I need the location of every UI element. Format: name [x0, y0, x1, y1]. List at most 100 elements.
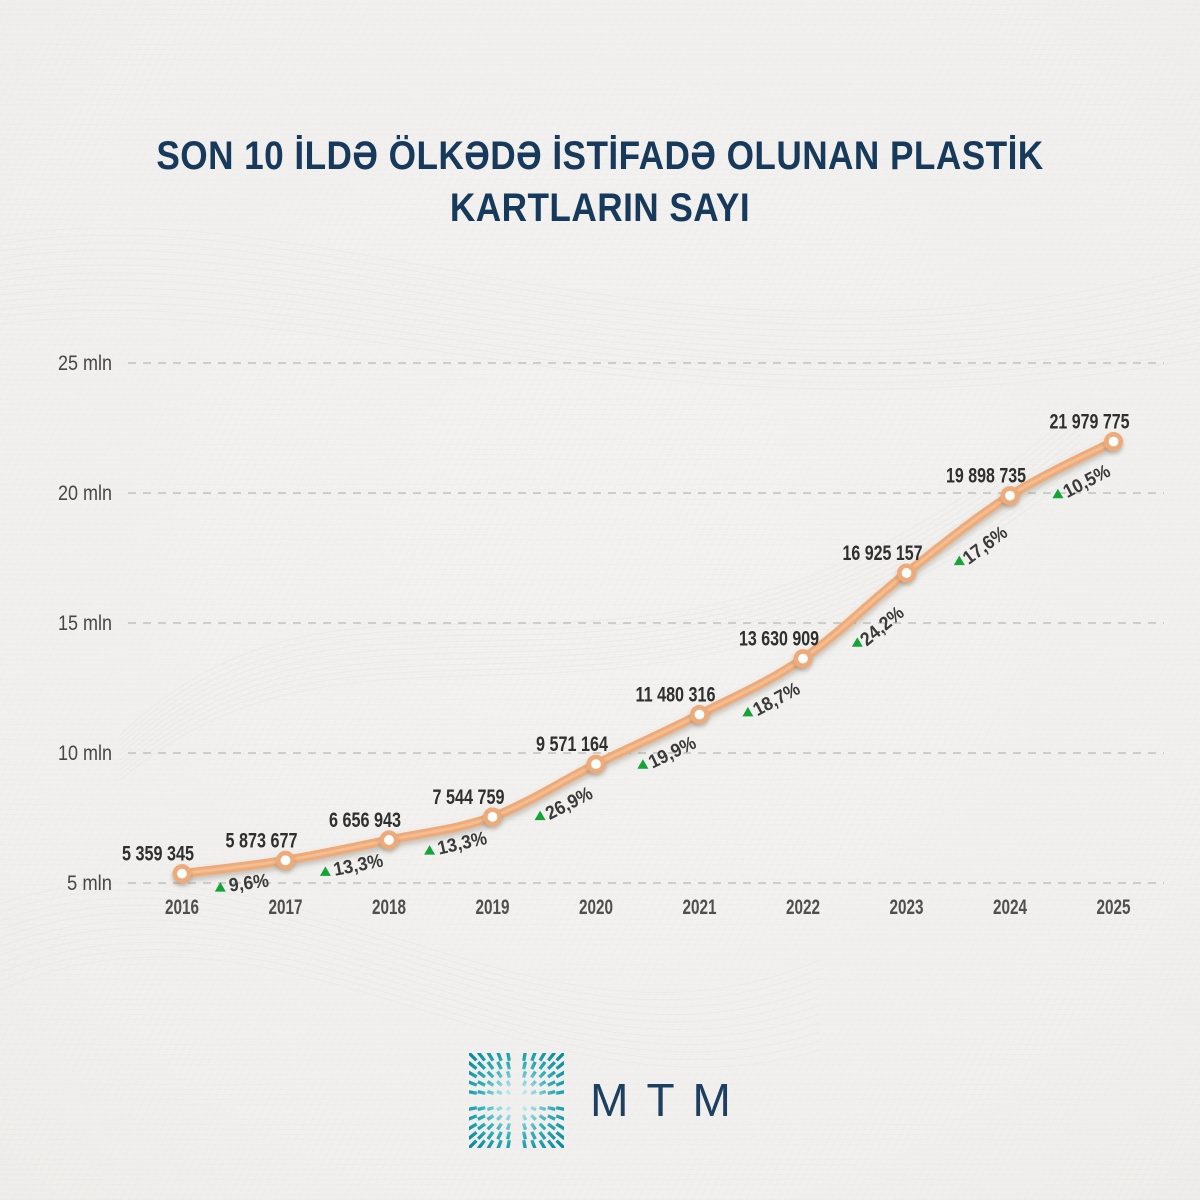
starburst-dash [547, 1060, 557, 1070]
starburst-dash [486, 1113, 495, 1121]
starburst-dash [538, 1070, 547, 1078]
data-line [177, 437, 1118, 879]
value-label: 16 925 157 [843, 542, 923, 565]
y-axis-tick-label: 10 mln [58, 742, 112, 765]
starburst-dash [496, 1139, 503, 1148]
value-label: 9 571 164 [536, 733, 608, 756]
growth-percent-label: 9,6% [228, 871, 270, 897]
growth-up-arrow-icon [953, 555, 965, 566]
starburst-dash [530, 1105, 537, 1111]
starburst-dash [538, 1130, 547, 1140]
starburst-dash [469, 1130, 478, 1140]
mtm-logo-mark [469, 1052, 565, 1148]
value-label: 6 656 943 [329, 809, 401, 832]
starburst-dash [530, 1130, 537, 1140]
starburst-dash [505, 1105, 512, 1111]
starburst-dash [538, 1060, 547, 1070]
starburst-dash [538, 1089, 547, 1095]
growth-up-arrow-icon [214, 882, 226, 892]
growth-up-arrow-icon [319, 866, 331, 876]
starburst-dash [486, 1089, 495, 1095]
starburst-dash [547, 1070, 557, 1078]
data-line-path [177, 437, 1118, 879]
starburst-dash [506, 1130, 512, 1140]
x-axis-year-label: 2021 [683, 896, 717, 919]
starburst-dash [538, 1079, 547, 1087]
x-axis-year-label: 2017 [269, 896, 303, 919]
growth-up-arrow-icon [1052, 488, 1064, 499]
starburst-dash [486, 1079, 495, 1087]
starburst-dash [496, 1105, 503, 1111]
value-label: 7 544 759 [433, 786, 505, 809]
y-axis-tick-label: 25 mln [58, 352, 112, 375]
data-point [379, 830, 399, 850]
value-label: 5 359 345 [122, 843, 194, 866]
starburst-dash [538, 1105, 547, 1111]
starburst-dash [555, 1122, 565, 1130]
starburst-dash [530, 1052, 537, 1061]
starburst-dash [505, 1089, 512, 1095]
starburst-dash [555, 1138, 565, 1148]
data-point [896, 563, 916, 583]
starburst-dash [496, 1130, 503, 1140]
starburst-dash [522, 1130, 528, 1140]
starburst-dash [477, 1138, 487, 1148]
value-label: 13 630 909 [739, 628, 819, 651]
growth-annotation: 9,6% [214, 871, 270, 897]
starburst-dash [522, 1139, 527, 1148]
data-point [275, 850, 295, 870]
starburst-dash [506, 1052, 512, 1061]
starburst-dash [469, 1070, 478, 1078]
starburst-dash [496, 1079, 503, 1087]
starburst-dash [506, 1060, 512, 1070]
growth-up-arrow-icon [742, 706, 754, 717]
chart-title-line2: KARTLARIN SAYI [449, 186, 751, 230]
starburst-dash [496, 1122, 503, 1130]
x-axis-labels: 2016 2017 2018 2019 2020 2021 2022 2023 2024 2025 [165, 896, 1131, 919]
starburst-dash [477, 1089, 486, 1095]
starburst-dash [477, 1122, 487, 1130]
starburst-dash [530, 1113, 537, 1121]
starburst-dash [486, 1130, 495, 1140]
starburst-dash [469, 1052, 478, 1062]
starburst-dash [506, 1122, 512, 1130]
starburst-dash [506, 1139, 512, 1148]
starburst-dash [555, 1052, 565, 1062]
starburst-dash [547, 1138, 557, 1148]
starburst-dash [555, 1070, 565, 1078]
value-label: 21 979 775 [1050, 411, 1130, 434]
starburst-dash [469, 1079, 478, 1087]
starburst-dash [530, 1139, 537, 1148]
x-axis-year-label: 2024 [993, 896, 1027, 919]
growth-percent-label: 13,3% [332, 851, 385, 881]
value-labels: 5 359 345 5 873 677 6 656 943 7 544 759 9 57… [122, 411, 1130, 866]
starburst-dash [538, 1122, 547, 1130]
x-axis-year-label: 2020 [579, 896, 613, 919]
starburst-dash [522, 1122, 528, 1130]
x-axis-year-label: 2022 [786, 896, 820, 919]
x-axis-year-label: 2025 [1097, 896, 1131, 919]
starburst-dash [477, 1130, 487, 1140]
starburst-dash [477, 1113, 486, 1121]
growth-up-arrow-icon [534, 810, 546, 821]
starburst-dash [538, 1139, 547, 1148]
data-point [793, 649, 813, 669]
starburst-dash [496, 1089, 503, 1095]
starburst-dash [547, 1130, 557, 1140]
starburst-dash [530, 1122, 537, 1130]
starburst-dash [469, 1060, 478, 1070]
starburst-dash [530, 1079, 537, 1087]
starburst-dash [556, 1089, 565, 1095]
y-axis-tick-label: 20 mln [58, 482, 112, 505]
starburst-dash [538, 1052, 547, 1061]
starburst-dash [486, 1139, 495, 1148]
starburst-dash [538, 1113, 547, 1121]
starburst-dash [477, 1052, 487, 1062]
starburst-dash [469, 1122, 478, 1130]
x-axis-year-label: 2019 [476, 896, 510, 919]
starburst-dash [486, 1060, 495, 1070]
starburst-dash [547, 1122, 557, 1130]
data-point [172, 864, 192, 884]
